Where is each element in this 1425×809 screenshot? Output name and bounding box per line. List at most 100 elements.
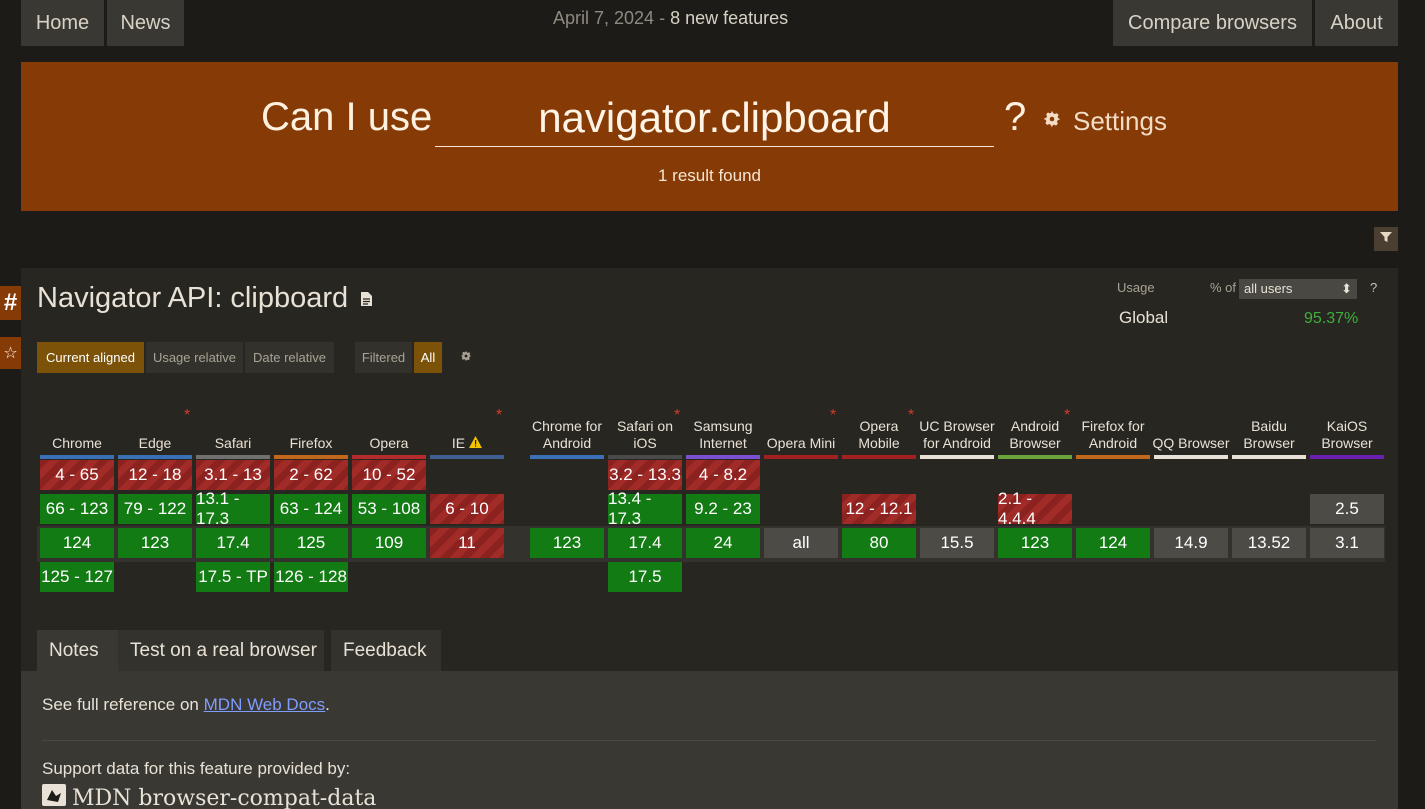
current-aligned-button[interactable]: Current aligned [37,342,144,373]
browser-color-bar [998,455,1072,459]
support-cell[interactable]: 63 - 124 [274,494,348,524]
browser-header-kaios-browser[interactable]: KaiOS Browser [1308,382,1386,452]
browser-header-baidu-browser[interactable]: Baidu Browser [1230,382,1308,452]
browser-header-android-browser[interactable]: Android Browser [996,382,1074,452]
support-cell[interactable]: 3.1 - 13 [196,460,270,490]
date-relative-button[interactable]: Date relative [245,342,334,373]
notes-asterisk-icon: * [674,407,681,424]
tab-feedback[interactable]: Feedback [331,630,441,671]
nav-compare-browsers-link[interactable]: Compare browsers [1113,0,1312,46]
can-i-use-label: Can I use [261,95,433,139]
all-button[interactable]: All [414,342,442,373]
support-cell[interactable]: 123 [998,528,1072,558]
provider-name[interactable]: MDN browser-compat-data [72,785,377,809]
mdn-web-docs-link[interactable]: MDN Web Docs [203,695,326,714]
support-data-label: Support data for this feature provided b… [42,759,351,778]
support-cell[interactable]: 2 - 62 [274,460,348,490]
provider-line: MDN browser-compat-data [42,784,376,809]
support-cell[interactable]: all [764,528,838,558]
support-cell[interactable]: 80 [842,528,916,558]
support-cell[interactable]: 6 - 10 [430,494,504,524]
bookmark-star-tab[interactable]: ☆ [0,337,21,369]
support-cell[interactable]: 17.5 [608,562,682,592]
tab-test-on-real-browser[interactable]: Test on a real browser [118,630,324,671]
browser-header-firefox-for-android[interactable]: Firefox for Android [1074,382,1152,452]
nav-news-link[interactable]: News [107,0,184,46]
support-cell[interactable]: 53 - 108 [352,494,426,524]
browser-color-bar [530,455,604,459]
support-cell[interactable]: 17.5 - TP [196,562,270,592]
browser-header-ie[interactable]: IE [428,382,506,452]
support-cell[interactable]: 14.9 [1154,528,1228,558]
usage-help-link[interactable]: ? [1370,280,1378,295]
browser-header-uc-browser-for-android[interactable]: UC Browser for Android [918,382,996,452]
browser-name: Edge [138,435,172,451]
users-select-value: all users [1244,281,1293,296]
support-cell[interactable]: 9.2 - 23 [686,494,760,524]
permalink-hash-tab[interactable]: # [0,286,21,320]
feature-title-row: Navigator API: clipboard [37,282,373,315]
support-cell[interactable]: 2.5 [1310,494,1384,524]
feature-title: Navigator API: clipboard [37,282,349,314]
usage-relative-button[interactable]: Usage relative [146,342,243,373]
support-cell[interactable]: 3.1 [1310,528,1384,558]
support-cell[interactable]: 126 - 128 [274,562,348,592]
tab-notes[interactable]: Notes [37,630,121,671]
browser-header-safari[interactable]: Safari [194,382,272,452]
browser-name: Chrome for Android [531,418,603,451]
support-cell[interactable]: 124 [40,528,114,558]
browser-color-bar [118,455,192,459]
browser-header-chrome[interactable]: Chrome [38,382,116,452]
filter-button[interactable] [1374,227,1398,251]
browser-name: Opera Mini [766,435,836,451]
support-cell[interactable]: 79 - 122 [118,494,192,524]
mdn-reference-suffix: . [325,695,330,714]
users-select[interactable]: all users ⬍ [1239,279,1357,299]
support-cell[interactable]: 124 [1076,528,1150,558]
support-cell[interactable]: 15.5 [920,528,994,558]
support-cell[interactable]: 17.4 [196,528,270,558]
browser-header-edge[interactable]: Edge [116,382,194,452]
browser-header-safari-on-ios[interactable]: Safari on iOS [606,382,684,452]
filtered-button[interactable]: Filtered [355,342,412,373]
new-features-link[interactable]: 8 new features [670,8,789,28]
notes-asterisk-icon: * [184,407,191,424]
table-settings-button[interactable] [455,342,477,373]
support-cell[interactable]: 4 - 65 [40,460,114,490]
support-cell[interactable]: 125 [274,528,348,558]
browser-name: Opera Mobile [858,418,900,451]
support-cell[interactable]: 13.1 - 17.3 [196,489,270,528]
support-cell[interactable]: 12 - 12.1 [842,494,916,524]
support-cell[interactable]: 123 [530,528,604,558]
support-cell[interactable]: 13.52 [1232,528,1306,558]
nav-home-link[interactable]: Home [21,0,104,46]
support-cell[interactable]: 12 - 18 [118,460,192,490]
support-cell[interactable]: 2.1 - 4.4.4 [998,489,1072,528]
nav-about-link[interactable]: About [1315,0,1398,46]
support-cell[interactable]: 17.4 [608,528,682,558]
support-cell[interactable]: 24 [686,528,760,558]
support-cell[interactable]: 123 [118,528,192,558]
support-cell[interactable]: 10 - 52 [352,460,426,490]
browser-header-opera-mini[interactable]: Opera Mini [762,382,840,452]
percent-of-label: % of [1210,280,1237,295]
browser-header-opera[interactable]: Opera [350,382,428,452]
support-cell[interactable]: 13.4 - 17.3 [608,489,682,528]
browser-name: QQ Browser [1152,435,1230,451]
browser-header-samsung-internet[interactable]: Samsung Internet [684,382,762,452]
settings-button[interactable]: Settings [1041,106,1167,137]
browser-color-bar [196,455,270,459]
browser-header-chrome-for-android[interactable]: Chrome for Android [528,382,606,452]
browser-color-bar [842,455,916,459]
document-icon[interactable] [360,282,373,315]
support-cell[interactable]: 109 [352,528,426,558]
support-cell[interactable]: 125 - 127 [40,562,114,592]
browser-header-qq-browser[interactable]: QQ Browser [1152,382,1230,452]
browser-header-firefox[interactable]: Firefox [272,382,350,452]
support-cell[interactable]: 4 - 8.2 [686,460,760,490]
support-cell[interactable]: 3.2 - 13.3 [608,460,682,490]
search-input[interactable]: navigator.clipboard [435,90,994,147]
support-cell[interactable]: 11 [430,528,504,558]
support-cell[interactable]: 66 - 123 [40,494,114,524]
browser-header-opera-mobile[interactable]: Opera Mobile [840,382,918,452]
